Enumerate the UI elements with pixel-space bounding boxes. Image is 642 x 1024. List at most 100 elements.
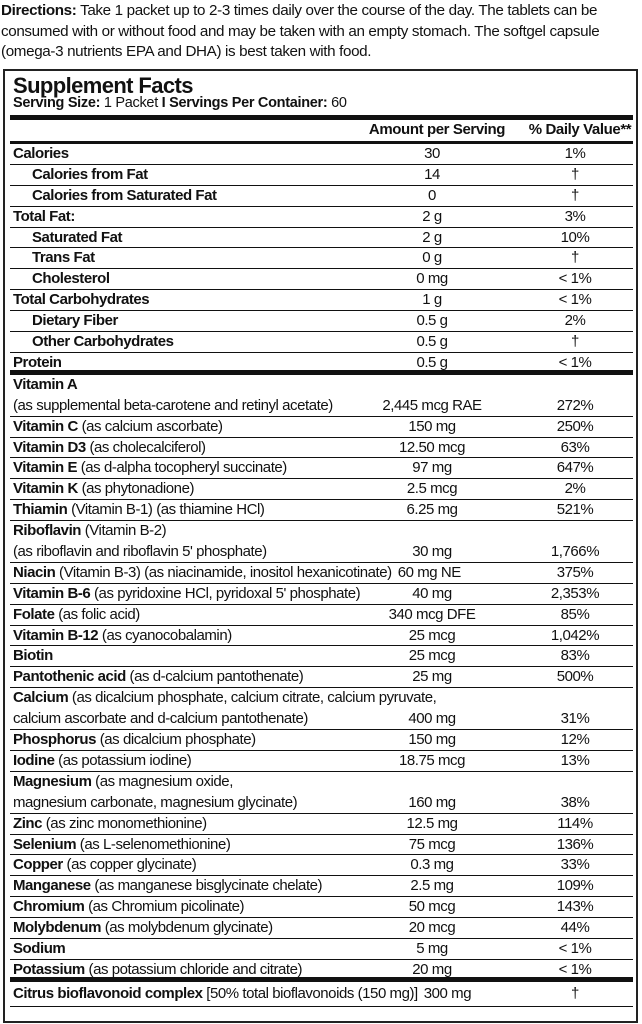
nutrient-name: Calories from Saturated Fat (32, 186, 217, 204)
nutrient-row: Biotin 25 mcg 83% (10, 646, 633, 668)
nutrient-label: Other Carbohydrates (32, 332, 174, 352)
nutrient-source: (as pyridoxine HCl, pyridoxal 5' phospha… (90, 584, 361, 602)
nutrient-row: Calcium (as dicalcium phosphate, calcium… (10, 688, 633, 709)
nutrient-name: Phosphorus (13, 731, 97, 749)
nutrient-row: Saturated Fat 2 g 10% (10, 228, 633, 249)
nutrient-label: magnesium carbonate, magnesium glycinate… (13, 793, 298, 813)
nutrient-daily-value: † (571, 333, 579, 351)
nutrient-name: Vitamin D3 (13, 438, 86, 456)
nutrient-name: Sodium (13, 939, 66, 957)
nutrient-amount: 25 mcg (408, 647, 456, 665)
nutrient-name: Riboflavin (13, 522, 82, 540)
nutrient-row: Niacin (Vitamin B-3) (as niacinamide, in… (10, 563, 633, 584)
nutrient-amount: 12.50 mcg (399, 438, 465, 456)
nutrient-source: (as molybdenum glycinate) (101, 919, 273, 937)
nutrient-name: Trans Fat (32, 249, 95, 267)
nutrient-daily-value: 500% (556, 668, 594, 686)
nutrient-row: Molybdenum (as molybdenum glycinate) 20 m… (10, 918, 633, 939)
nutrient-row: Magnesium (as magnesium oxide, (10, 772, 633, 793)
directions-text: Take 1 packet up to 2-3 times daily over… (1, 2, 600, 61)
nutrient-row: Potassium (as potassium chloride and cit… (10, 960, 633, 982)
nutrient-amount: 14 (424, 165, 440, 183)
nutrient-row: Vitamin B-12 (as cyanocobalamin) 25 mcg 1,… (10, 626, 633, 647)
nutrient-name: Dietary Fiber (32, 312, 118, 330)
nutrient-row: magnesium carbonate, magnesium glycinate… (10, 793, 633, 814)
nutrient-label: Vitamin A (13, 375, 78, 395)
nutrient-daily-value: 31% (560, 710, 590, 728)
nutrient-label: Vitamin K (as phytonadione) (13, 479, 194, 499)
nutrient-amount: 25 mg (412, 668, 452, 686)
nutrient-name: Vitamin A (13, 375, 78, 393)
nutrient-name: Copper (13, 856, 63, 874)
nutrient-label: Trans Fat (32, 248, 95, 268)
nutrient-name: Total Carbohydrates (13, 291, 150, 309)
nutrient-amount: 97 mg (412, 459, 452, 477)
nutrient-amount: 300 mg (423, 984, 472, 1002)
nutrient-name: Cholesterol (32, 270, 110, 288)
nutrient-name: Biotin (13, 647, 53, 665)
nutrient-amount: 0 mg (416, 270, 448, 288)
nutrient-name: Zinc (13, 814, 43, 832)
nutrient-daily-value: 136% (556, 835, 594, 853)
nutrient-amount: 50 mcg (408, 898, 456, 916)
nutrient-name: Vitamin B-12 (13, 626, 99, 644)
nutrient-label: Saturated Fat (32, 228, 122, 248)
nutrient-amount: 2,445 mcg RAE (382, 396, 482, 414)
nutrient-row: Calories from Saturated Fat 0 † (10, 186, 633, 207)
nutrient-name: Total Fat: (13, 207, 75, 225)
nutrient-row: Selenium (as L-selenomethionine) 75 mcg 13… (10, 835, 633, 856)
nutrient-daily-value: 44% (560, 919, 590, 937)
nutrient-row: Total Carbohydrates 1 g < 1% (10, 290, 633, 312)
nutrient-amount: 0.3 mg (410, 856, 454, 874)
nutrient-label: Protein (13, 353, 62, 373)
nutrient-row: Vitamin K (as phytonadione) 2.5 mcg 2% (10, 479, 633, 501)
nutrient-amount: 20 mcg (408, 919, 456, 937)
nutrient-name: Calcium (13, 689, 69, 707)
nutrient-amount: 2.5 mcg (406, 480, 458, 498)
separator: I (161, 95, 166, 111)
nutrient-label: Phosphorus (as dicalcium phosphate) (13, 730, 256, 750)
nutrient-label: Copper (as copper glycinate) (13, 855, 197, 875)
nutrient-daily-value: 1,042% (550, 626, 600, 644)
nutrient-daily-value: 2,353% (550, 584, 600, 602)
nutrient-name: Vitamin C (13, 417, 78, 435)
nutrient-daily-value: † (571, 186, 579, 204)
column-daily-value: % Daily Value** (528, 121, 632, 138)
nutrient-row: Dietary Fiber 0.5 g 2% (10, 311, 633, 333)
nutrient-row: Vitamin C (as calcium ascorbate) 150 mg 25… (10, 417, 633, 438)
nutrient-row: Copper (as copper glycinate) 0.3 mg 33% (10, 855, 633, 877)
nutrient-label: Calories (13, 144, 69, 164)
nutrient-row: Vitamin B-6 (as pyridoxine HCl, pyridoxa… (10, 584, 633, 605)
nutrient-daily-value: 109% (556, 877, 594, 895)
nutrient-daily-value: 85% (560, 605, 590, 623)
nutrient-name: Niacin (13, 563, 56, 581)
nutrient-source: (as calcium ascorbate) (77, 417, 223, 435)
nutrient-source: (as zinc monomethionine) (42, 814, 207, 832)
nutrient-label: Sodium (13, 939, 66, 959)
nutrient-row: Vitamin A (10, 375, 633, 396)
nutrient-label: Zinc (as zinc monomethionine) (13, 814, 207, 834)
nutrient-daily-value: 2% (564, 480, 586, 498)
nutrient-amount: 400 mg (408, 710, 456, 728)
nutrient-name: Calories (13, 145, 69, 162)
nutrient-label: Chromium (as Chromium picolinate) (13, 897, 244, 917)
nutrient-amount: 150 mg (408, 417, 456, 435)
nutrient-source: [50% total bioflavonoids (150 mg)] (202, 984, 418, 1002)
nutrient-row: Zinc (as zinc monomethionine) 12.5 mg 114% (10, 814, 633, 835)
nutrient-daily-value: 63% (560, 438, 590, 456)
nutrient-amount: 160 mg (408, 793, 456, 811)
nutrient-row: Calories 30 1% (10, 144, 633, 165)
nutrient-row: calcium ascorbate and d-calcium pantothe… (10, 709, 633, 731)
nutrient-daily-value: 272% (556, 396, 594, 414)
nutrient-source: (as magnesium oxide, (91, 772, 233, 790)
nutrient-label: Pantothenic acid (as d-calcium pantothen… (13, 667, 304, 687)
servings-label: Servings Per Container: (165, 95, 328, 111)
nutrient-amount: 25 mcg (408, 626, 456, 644)
nutrient-label: Citrus bioflavonoid complex [50% total b… (13, 982, 472, 1006)
nutrient-amount: 75 mcg (408, 835, 456, 853)
nutrient-label: Calories from Saturated Fat (32, 186, 217, 206)
nutrient-label: Total Fat: (13, 207, 75, 227)
nutrient-label: Dietary Fiber (32, 311, 118, 331)
nutrient-name: Pantothenic acid (13, 668, 126, 686)
nutrient-daily-value: 375% (556, 563, 594, 581)
